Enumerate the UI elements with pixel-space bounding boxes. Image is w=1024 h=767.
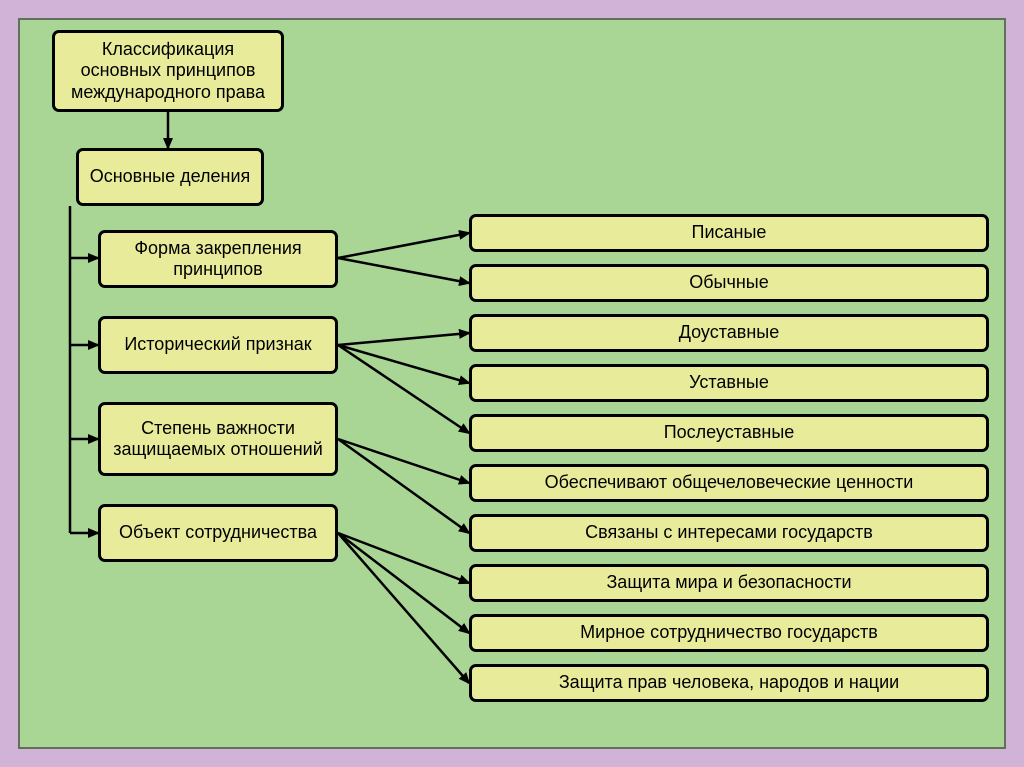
node-r1: Писаные <box>469 214 989 252</box>
node-r4: Уставные <box>469 364 989 402</box>
node-r9: Мирное сотрудничество государств <box>469 614 989 652</box>
node-main: Основные деления <box>76 148 264 206</box>
node-r7: Связаны с интересами государств <box>469 514 989 552</box>
node-r10: Защита прав человека, народов и нации <box>469 664 989 702</box>
diagram-canvas: Классификация основных принципов междуна… <box>18 18 1006 749</box>
node-cat3: Степень важности защищаемых отношений <box>98 402 338 476</box>
node-title: Классификация основных принципов междуна… <box>52 30 284 112</box>
node-r5: Послеуставные <box>469 414 989 452</box>
node-cat2: Исторический признак <box>98 316 338 374</box>
node-cat1: Форма закрепления принципов <box>98 230 338 288</box>
node-r8: Защита мира и безопасности <box>469 564 989 602</box>
node-cat4: Объект сотрудничества <box>98 504 338 562</box>
node-r3: Доуставные <box>469 314 989 352</box>
node-r6: Обеспечивают общечеловеческие ценности <box>469 464 989 502</box>
node-r2: Обычные <box>469 264 989 302</box>
